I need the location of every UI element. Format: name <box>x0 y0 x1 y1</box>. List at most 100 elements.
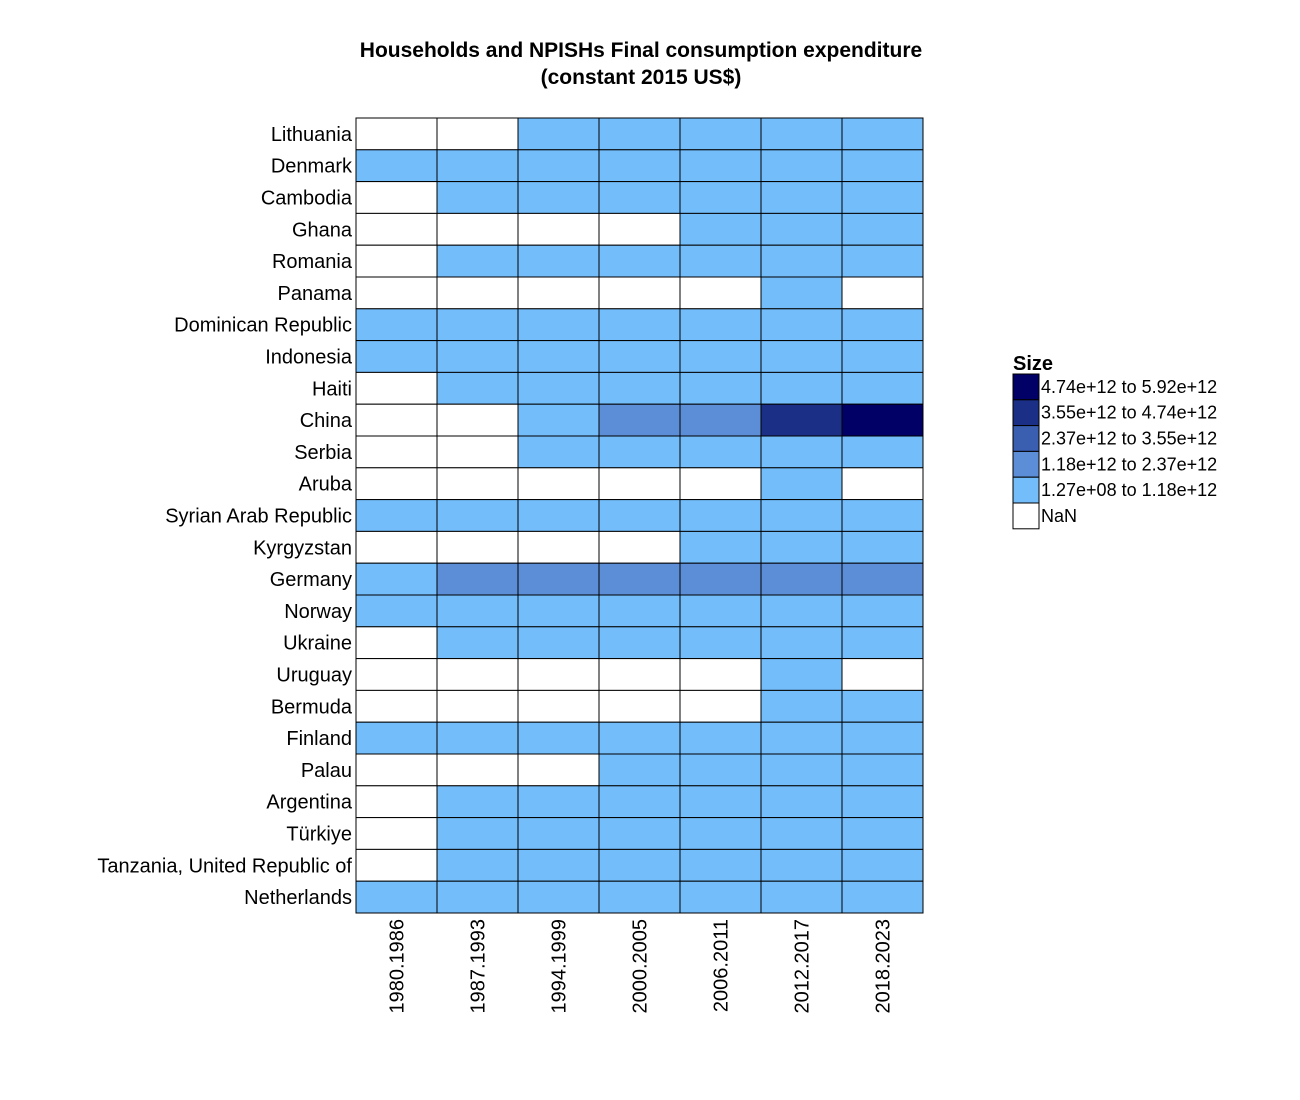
row-label-norway: Norway <box>284 601 352 623</box>
heatmap-cell-t-rkiye-1987-1993 <box>436 817 519 850</box>
heatmap-cell-uruguay-1994-1999 <box>517 658 600 691</box>
heatmap-cell-denmark-2018-2023 <box>841 149 924 183</box>
row-label-bermuda: Bermuda <box>271 696 353 718</box>
column-label-1994-1999: 1994.1999 <box>549 919 571 1014</box>
heatmap-cell-ukraine-1980-1986 <box>355 626 438 660</box>
heatmap-cell-norway-2018-2023 <box>841 594 924 628</box>
heatmap-cell-netherlands-2012-2017 <box>760 880 843 914</box>
heatmap-cell-panama-1994-1999 <box>517 276 600 310</box>
heatmap-cell-panama-1980-1986 <box>355 276 438 310</box>
heatmap-cell-bermuda-2006-2011 <box>679 689 762 723</box>
heatmap-cell-denmark-1980-1986 <box>355 149 438 183</box>
heatmap-cell-serbia-2012-2017 <box>760 435 843 469</box>
legend-label-nan: NaN <box>1041 506 1077 526</box>
column-label-1987-1993: 1987.1993 <box>468 919 490 1014</box>
heatmap-cell-indonesia-2018-2023 <box>841 340 924 373</box>
heatmap-cell-t-rkiye-2018-2023 <box>841 817 924 850</box>
row-label-lithuania: Lithuania <box>271 124 353 146</box>
heatmap-cell-uruguay-2006-2011 <box>679 658 762 691</box>
heatmap-cell-china-1987-1993 <box>436 403 519 437</box>
heatmap-cell-uruguay-1980-1986 <box>355 658 438 691</box>
heatmap-cell-indonesia-1994-1999 <box>517 340 600 373</box>
heatmap-cell-china-1980-1986 <box>355 403 438 437</box>
heatmap-cell-panama-2006-2011 <box>679 276 762 310</box>
legend-label-1-18e-12-to-2-37e-12: 1.18e+12 to 2.37e+12 <box>1041 454 1217 474</box>
heatmap-cell-kyrgyzstan-1987-1993 <box>436 530 519 564</box>
heatmap-cell-romania-2000-2005 <box>598 244 681 278</box>
heatmap-cell-aruba-2000-2005 <box>598 467 681 501</box>
heatmap-cell-denmark-2000-2005 <box>598 149 681 183</box>
heatmap-cell-aruba-1980-1986 <box>355 467 438 501</box>
row-label-dominican-republic: Dominican Republic <box>174 315 352 337</box>
heatmap-cell-haiti-2018-2023 <box>841 371 924 405</box>
heatmap-cell-argentina-2006-2011 <box>679 785 762 819</box>
heatmap-cell-haiti-2012-2017 <box>760 371 843 405</box>
column-label-2018-2023: 2018.2023 <box>873 919 895 1014</box>
heatmap-cell-lithuania-1980-1986 <box>355 117 438 151</box>
heatmap-cell-norway-1980-1986 <box>355 594 438 628</box>
heatmap-cell-netherlands-2000-2005 <box>598 880 681 914</box>
heatmap-cell-cambodia-1994-1999 <box>517 181 600 214</box>
heatmap-cell-romania-2018-2023 <box>841 244 924 278</box>
heatmap-cell-ghana-2000-2005 <box>598 212 681 246</box>
heatmap-cell-tanzania-united-republic-of-2006-2011 <box>679 848 762 882</box>
chart-title: Households and NPISHs Final consumption … <box>360 39 922 62</box>
column-label-2012-2017: 2012.2017 <box>792 919 814 1014</box>
heatmap-cell-palau-1987-1993 <box>436 753 519 787</box>
heatmap-cell-ghana-2012-2017 <box>760 212 843 246</box>
row-label-ghana: Ghana <box>292 219 353 241</box>
heatmap-cell-serbia-2018-2023 <box>841 435 924 469</box>
heatmap-cell-netherlands-1980-1986 <box>355 880 438 914</box>
heatmap-cell-germany-1994-1999 <box>517 562 600 596</box>
heatmap-cell-serbia-2000-2005 <box>598 435 681 469</box>
row-label-t-rkiye: Türkiye <box>286 824 352 846</box>
heatmap-cell-bermuda-1987-1993 <box>436 689 519 723</box>
heatmap-cell-lithuania-2018-2023 <box>841 117 924 151</box>
row-label-netherlands: Netherlands <box>244 887 352 909</box>
row-label-indonesia: Indonesia <box>265 347 353 369</box>
heatmap-cell-serbia-1980-1986 <box>355 435 438 469</box>
heatmap-cell-argentina-1994-1999 <box>517 785 600 819</box>
heatmap-cell-panama-2012-2017 <box>760 276 843 310</box>
heatmap-cell-dominican-republic-2012-2017 <box>760 308 843 342</box>
row-label-kyrgyzstan: Kyrgyzstan <box>253 537 352 559</box>
heatmap-cell-lithuania-2012-2017 <box>760 117 843 151</box>
heatmap-cell-syrian-arab-republic-2018-2023 <box>841 499 924 532</box>
heatmap-cell-uruguay-2000-2005 <box>598 658 681 691</box>
heatmap-cell-ukraine-2012-2017 <box>760 626 843 660</box>
heatmap-cell-t-rkiye-1980-1986 <box>355 817 438 850</box>
heatmap-cell-t-rkiye-2006-2011 <box>679 817 762 850</box>
heatmap-cell-ukraine-1987-1993 <box>436 626 519 660</box>
row-label-denmark: Denmark <box>271 156 353 178</box>
heatmap-cell-argentina-2012-2017 <box>760 785 843 819</box>
heatmap-cell-norway-1987-1993 <box>436 594 519 628</box>
heatmap-cell-romania-1987-1993 <box>436 244 519 278</box>
heatmap-cell-finland-2012-2017 <box>760 721 843 755</box>
heatmap-cell-dominican-republic-1980-1986 <box>355 308 438 342</box>
legend-swatch-2-37e-12-to-3-55e-12 <box>1012 425 1040 452</box>
column-label-2006-2011: 2006.2011 <box>711 919 733 1012</box>
heatmap-cell-ghana-1987-1993 <box>436 212 519 246</box>
heatmap-cell-ukraine-2018-2023 <box>841 626 924 660</box>
legend-label-1-27e-08-to-1-18e-12: 1.27e+08 to 1.18e+12 <box>1041 480 1217 500</box>
heatmap-cell-dominican-republic-2018-2023 <box>841 308 924 342</box>
row-label-haiti: Haiti <box>312 378 352 400</box>
heatmap-cell-palau-2012-2017 <box>760 753 843 787</box>
heatmap-cell-argentina-2018-2023 <box>841 785 924 819</box>
heatmap-cell-netherlands-1994-1999 <box>517 880 600 914</box>
legend-swatch-3-55e-12-to-4-74e-12 <box>1012 399 1040 427</box>
chart-subtitle: (constant 2015 US$) <box>541 66 742 89</box>
heatmap-cell-tanzania-united-republic-of-2018-2023 <box>841 848 924 882</box>
heatmap-cell-bermuda-2012-2017 <box>760 689 843 723</box>
heatmap-cell-uruguay-2018-2023 <box>841 658 924 691</box>
row-label-argentina: Argentina <box>266 792 352 814</box>
row-label-uruguay: Uruguay <box>276 665 352 687</box>
heatmap-cell-bermuda-2018-2023 <box>841 689 924 723</box>
heatmap-cell-norway-2012-2017 <box>760 594 843 628</box>
heatmap-cell-bermuda-2000-2005 <box>598 689 681 723</box>
legend-label-4-74e-12-to-5-92e-12: 4.74e+12 to 5.92e+12 <box>1041 377 1217 397</box>
heatmap-cell-palau-1980-1986 <box>355 753 438 787</box>
heatmap-cell-cambodia-2012-2017 <box>760 181 843 214</box>
heatmap-cell-finland-2006-2011 <box>679 721 762 755</box>
heatmap-cell-ghana-1994-1999 <box>517 212 600 246</box>
